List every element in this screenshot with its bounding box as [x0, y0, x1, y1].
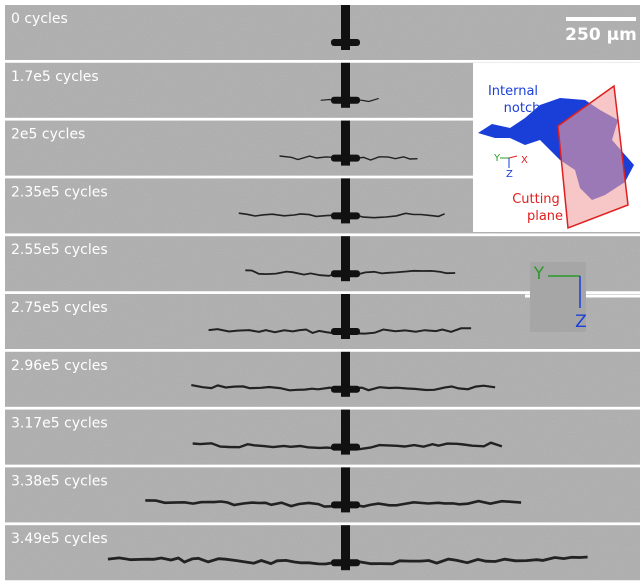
crack [344, 555, 588, 566]
notch-foot [331, 385, 360, 393]
panel-noise [5, 351, 640, 407]
crack [344, 441, 503, 451]
scale-line [566, 17, 636, 21]
panel-label: 3.38e5 cycles [11, 473, 108, 489]
crack [344, 327, 472, 335]
notch-label: Internal notch [488, 84, 540, 116]
notch-foot [331, 443, 360, 451]
notch-stem [341, 62, 350, 108]
crack [208, 328, 346, 335]
inset-y: Y [493, 153, 501, 164]
crack [192, 442, 346, 450]
panel-label: 2.96e5 cycles [11, 358, 108, 374]
crack [344, 384, 496, 392]
panel-label: 2.35e5 cycles [11, 184, 108, 200]
panel-label: 0 cycles [11, 11, 68, 27]
notch-stem [341, 525, 350, 571]
notch-foot [331, 154, 360, 162]
inset: Internal notch Cutting plane Y Z X [473, 63, 640, 232]
inset-z: Z [506, 169, 513, 180]
notch-stem [341, 236, 350, 282]
crack [245, 269, 346, 277]
notch-stem [341, 409, 350, 455]
panel-noise [5, 525, 640, 581]
plane-label: Cutting plane [512, 192, 563, 224]
panel-noise [5, 467, 640, 523]
crack [344, 499, 522, 508]
notch-foot [331, 559, 360, 567]
panel-label: 3.49e5 cycles [11, 531, 108, 547]
scale-bar: 250 μm [565, 17, 637, 45]
cutting-plane [557, 84, 629, 230]
panel-label: 3.17e5 cycles [11, 416, 108, 432]
panel-label: 1.7e5 cycles [11, 69, 99, 85]
panel-noise [5, 5, 640, 60]
crack [238, 212, 346, 218]
crack [191, 384, 345, 392]
axes-bg [530, 262, 586, 332]
crack [145, 499, 346, 508]
panel-label: 2.55e5 cycles [11, 242, 108, 258]
axes-indicator: Y Z [525, 262, 640, 332]
panel-label: 2e5 cycles [11, 127, 85, 143]
notch-stem [341, 294, 350, 339]
crack [344, 269, 456, 277]
scale-label: 250 μm [565, 25, 637, 45]
inset-axis-x [508, 155, 518, 159]
inset-x: X [521, 155, 528, 166]
notch-foot [331, 501, 360, 509]
panel-label: 2.75e5 cycles [11, 300, 108, 316]
notch-foot [331, 270, 360, 278]
notch-foot [331, 39, 360, 46]
notch-stem [341, 120, 350, 166]
notch-stem [341, 467, 350, 513]
notch-stem [341, 5, 350, 50]
panel-noise [5, 409, 640, 465]
notch-stem [341, 351, 350, 397]
notch-foot [331, 212, 360, 220]
notch-foot [331, 328, 360, 335]
crack [107, 556, 346, 566]
axis-z-label: Z [575, 312, 587, 332]
axis-y-label: Y [533, 264, 545, 284]
crack [344, 212, 445, 219]
notch-foot [331, 96, 360, 104]
notch-stem [341, 178, 350, 224]
